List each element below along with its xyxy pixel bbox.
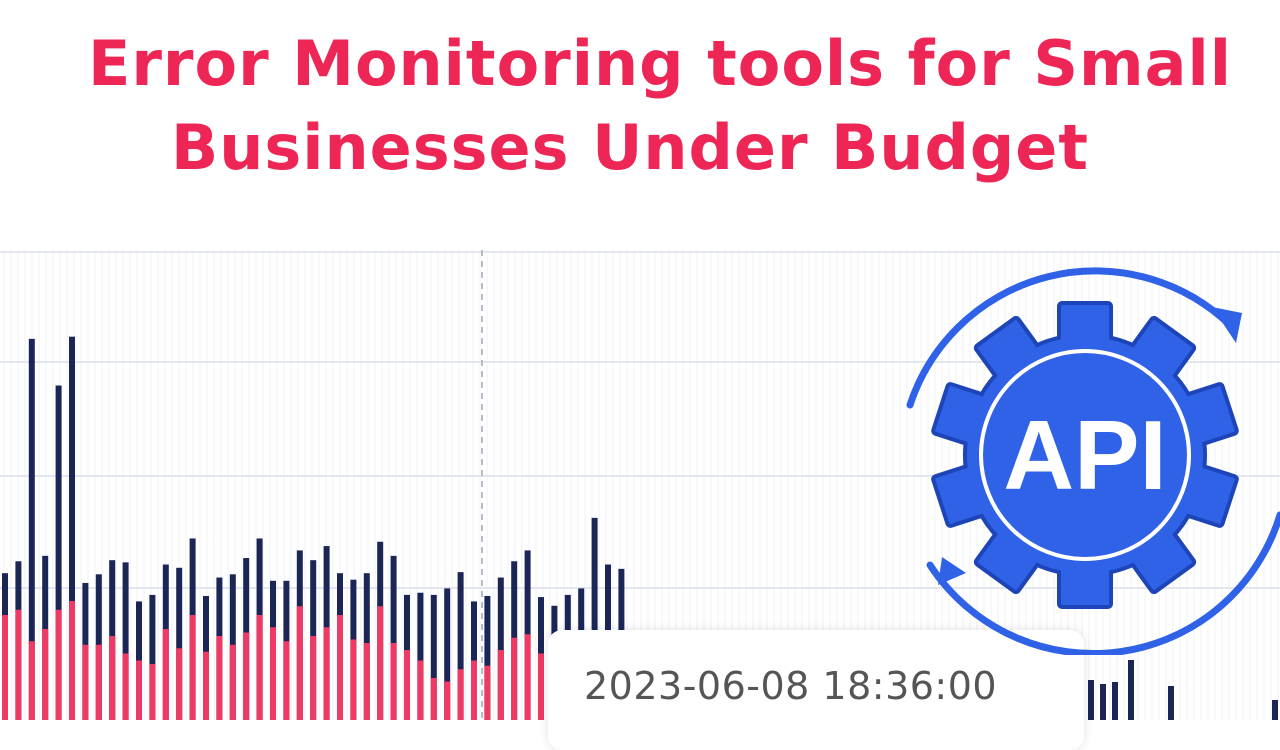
bar-error [484, 665, 491, 720]
bar-total [1168, 686, 1174, 720]
bar-error [390, 643, 397, 720]
bar-error [350, 639, 357, 720]
tooltip-timestamp: 2023-06-08 18:36:00 [584, 664, 998, 708]
bar-error [471, 660, 477, 720]
bar-total [122, 562, 129, 720]
bar-error [323, 627, 330, 720]
bar-error [283, 641, 290, 720]
bar-error [511, 637, 518, 720]
bar-total [149, 594, 156, 720]
bar-error [55, 609, 62, 720]
bar-total [591, 517, 598, 720]
bar-total [1128, 660, 1134, 720]
bar-error [538, 653, 544, 720]
bar-error [149, 664, 156, 720]
bar-error [69, 601, 75, 720]
bar-error [310, 636, 317, 720]
bar-total [1088, 680, 1094, 720]
sync-arrowhead-bottom [938, 557, 966, 585]
bar-total [1112, 682, 1118, 720]
page-title: Error Monitoring tools for Small Busines… [0, 22, 1280, 190]
api-label: API [1003, 400, 1166, 510]
bar-error [430, 678, 437, 720]
bar-error [15, 609, 22, 720]
bar-error [162, 629, 169, 720]
bar-error [444, 681, 451, 720]
sync-arrowhead-top [1212, 307, 1242, 343]
bar-error [2, 615, 8, 720]
bar-total [28, 338, 35, 720]
bar-error [82, 644, 89, 720]
bar-total [390, 555, 397, 720]
gear-icon: API [931, 301, 1239, 609]
api-gear-icon: API [906, 267, 1280, 655]
bar-error [95, 644, 102, 720]
title-line-2: Businesses Under Budget [170, 111, 1089, 184]
sync-arc-top [906, 267, 1234, 409]
bar-error [404, 650, 410, 720]
bar-error [189, 615, 196, 720]
bar-error [203, 651, 209, 720]
bar-error [377, 606, 384, 720]
bar-error [497, 650, 504, 720]
bar-error [457, 669, 464, 720]
bar-total [444, 588, 451, 720]
bar-total [1100, 684, 1106, 720]
bar-total [1272, 700, 1278, 720]
bar-error [109, 636, 116, 720]
bar-total [176, 567, 183, 720]
bar-total [457, 572, 464, 720]
bar-error [417, 660, 424, 720]
bar-error [270, 627, 276, 720]
bar-error [363, 643, 370, 720]
bar-total [69, 336, 75, 720]
bar-error [524, 634, 531, 720]
bar-total [55, 385, 62, 720]
bar-error [136, 660, 142, 720]
bar-total [497, 577, 504, 720]
bar-error [216, 636, 223, 720]
bar-error [296, 606, 303, 720]
bar-total [417, 592, 424, 720]
bar-error [229, 644, 236, 720]
bar-error [28, 641, 35, 720]
title-line-1: Error Monitoring tools for Small [87, 27, 1232, 100]
bar-total [484, 595, 491, 720]
bar-error [256, 615, 263, 720]
bar-error [337, 615, 343, 720]
bar-error [42, 629, 49, 720]
bar-total [430, 594, 437, 720]
bar-error [122, 653, 129, 720]
sync-arc-bottom [926, 511, 1280, 655]
chart-bars [2, 336, 1278, 720]
bar-error [243, 632, 250, 720]
bar-error [176, 648, 183, 720]
